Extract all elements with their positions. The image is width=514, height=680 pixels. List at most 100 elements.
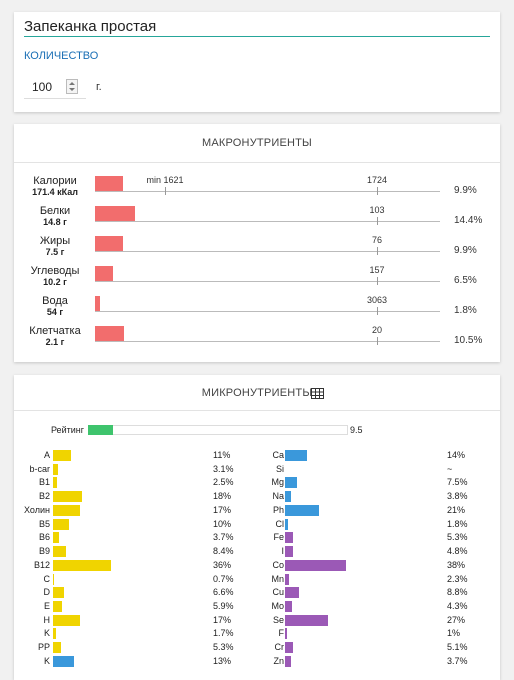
micro-bar	[285, 477, 297, 489]
rating-track	[88, 425, 348, 435]
norm-line	[95, 221, 440, 222]
micro-percent: 6.6%	[213, 587, 234, 598]
micro-name: Cl	[275, 518, 285, 529]
micro-name: B6	[38, 532, 50, 543]
rating-label: Рейтинг	[50, 425, 84, 435]
norm-tick	[377, 187, 378, 195]
micro-percent: 11%	[213, 450, 231, 460]
micro-name: Co	[272, 559, 284, 570]
micro-percent: 10%	[213, 518, 232, 529]
micro-percent: 38%	[447, 559, 466, 570]
rating-value: 9.5	[350, 425, 363, 435]
percent: 9.9%	[454, 185, 477, 196]
quantity-input[interactable]: 100	[24, 76, 86, 99]
micro-name: E	[43, 601, 50, 612]
micro-name: Fe	[273, 532, 284, 543]
micro-name: C	[43, 573, 51, 584]
micro-bar	[53, 518, 69, 530]
norm-tick	[377, 337, 378, 345]
bar	[95, 176, 123, 191]
micro-name: Cu	[272, 587, 284, 598]
micro-bar	[285, 518, 288, 530]
norm-tick	[377, 247, 378, 255]
micro-bar	[285, 642, 294, 654]
quantity-unit: г.	[96, 81, 102, 93]
norm-tick	[377, 217, 378, 225]
micro-bar	[285, 614, 329, 626]
micro-bar	[285, 450, 308, 461]
micro-name: Cr	[274, 642, 285, 653]
percent: 9.9%	[454, 245, 477, 256]
micro-name: Ph	[272, 504, 284, 515]
percent: 14.4%	[454, 215, 483, 226]
micro-percent: 5.1%	[447, 642, 468, 653]
title-underline	[24, 36, 490, 37]
nutrient-name: Углеводы	[30, 265, 80, 277]
nutrient-amount: 7.5 г	[45, 247, 65, 257]
micro-percent: 5.9%	[213, 601, 234, 612]
norm-value: 76	[371, 235, 382, 245]
micro-percent: 17%	[213, 614, 232, 625]
macros-card: МАКРОНУТРИЕНТЫ Калории 171.4 кКал 1724 min …	[14, 124, 500, 362]
micro-percent: 3.7%	[213, 532, 234, 543]
nutrient-name: Вода	[42, 295, 68, 307]
micro-bar	[285, 559, 346, 571]
rating-bar	[88, 425, 113, 435]
quantity-label: КОЛИЧЕСТВО	[24, 50, 99, 62]
spinner[interactable]	[66, 79, 78, 94]
micro-name: K	[43, 655, 50, 666]
micros-card: МИКРОНУТРИЕНТЫ Рейтинг 9.5 A 11% b-car 3.1% B1…	[14, 375, 500, 680]
micro-bar	[53, 532, 59, 544]
micro-percent: 2.5%	[213, 477, 234, 488]
norm-line	[95, 281, 440, 282]
micro-percent: 3.8%	[447, 491, 468, 502]
micro-percent: 36%	[213, 559, 232, 570]
percent: 1.8%	[454, 305, 477, 316]
micro-percent: 4.3%	[447, 601, 468, 612]
micro-bar	[285, 573, 289, 585]
micro-percent: 17%	[213, 504, 232, 515]
micro-bar	[53, 642, 62, 654]
macros-header: МАКРОНУТРИЕНТЫ	[202, 137, 312, 149]
micro-name: Se	[272, 614, 284, 625]
micro-percent: 0.7%	[213, 573, 234, 584]
micro-name: K	[43, 628, 50, 639]
min-tick	[165, 187, 166, 195]
micro-bar	[285, 504, 319, 516]
quantity-value: 100	[32, 80, 53, 94]
micro-name: Mn	[271, 573, 284, 584]
norm-line	[95, 341, 440, 342]
table-icon[interactable]	[311, 388, 324, 399]
micro-bar	[285, 628, 287, 640]
micro-percent: ~	[447, 463, 453, 474]
micro-name: F	[278, 628, 285, 639]
recipe-title[interactable]: Запеканка простая	[24, 18, 157, 35]
percent: 6.5%	[454, 275, 477, 286]
micro-bar	[53, 655, 74, 667]
norm-tick	[377, 307, 378, 315]
bar	[95, 266, 114, 281]
micro-bar	[53, 450, 71, 461]
micro-bar	[285, 587, 300, 599]
micro-percent: 8.4%	[213, 546, 234, 557]
micro-bar	[53, 601, 63, 613]
micros-header: МИКРОНУТРИЕНТЫ	[201, 387, 313, 399]
micro-name: Si	[275, 463, 284, 474]
micro-percent: 1.7%	[213, 628, 234, 639]
micro-bar	[285, 532, 294, 544]
micro-name: B12	[33, 559, 50, 570]
nutrient-name: Калории	[33, 175, 77, 187]
nutrient-amount: 2.1 г	[45, 337, 65, 347]
norm-value: 20	[371, 325, 382, 335]
min-value: min 1621	[146, 175, 184, 185]
nutrient-amount: 54 г	[46, 307, 64, 317]
separator	[14, 162, 500, 163]
micro-name: D	[43, 587, 51, 598]
micro-bar	[285, 655, 291, 667]
micro-name: b-car	[29, 463, 50, 474]
micro-name: Na	[272, 491, 284, 502]
micro-percent: 14%	[447, 450, 466, 460]
nutrient-name: Клетчатка	[29, 325, 81, 337]
bar	[95, 326, 125, 341]
